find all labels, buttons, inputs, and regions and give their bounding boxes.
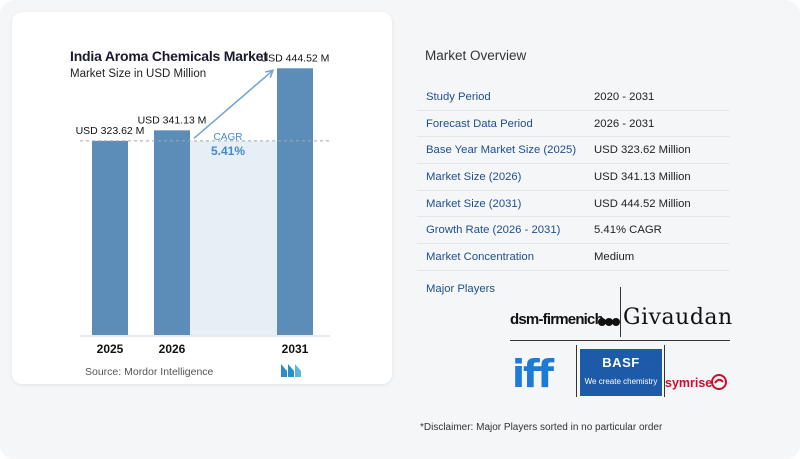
row-label: Growth Rate (2026 - 2031) <box>426 224 561 237</box>
disclaimer: *Disclaimer: Major Players sorted in no … <box>420 422 663 433</box>
bar <box>154 130 190 335</box>
logo-divider <box>620 287 621 337</box>
givaudan-logo: Givaudan <box>623 305 733 330</box>
cagr-value: 5.41% <box>211 144 245 158</box>
basf-logo: BASF We create chemistry <box>580 349 662 396</box>
row-value: USD 444.52 Million <box>594 197 691 210</box>
row-label: Study Period <box>426 90 491 103</box>
symrise-logo: symrise <box>665 376 713 390</box>
table-row: Market Size (2026) USD 341.13 Million <box>417 164 730 191</box>
table-row: Market Size (2031) USD 444.52 Million <box>417 191 730 218</box>
value-label: USD 444.52 M <box>261 52 330 64</box>
row-label: Base Year Market Size (2025) <box>426 144 577 157</box>
table-row: Study Period 2020 - 2031 <box>417 84 730 111</box>
row-value: 5.41% CAGR <box>594 224 662 237</box>
logo-divider <box>510 340 730 341</box>
cagr-arrow <box>193 69 274 139</box>
bar <box>277 68 313 336</box>
cagr-label: CAGR <box>214 132 243 143</box>
category-label: 2025 <box>97 342 124 356</box>
chart-title: India Aroma Chemicals Market <box>70 48 268 64</box>
table-row: Base Year Market Size (2025) USD 323.62 M… <box>417 137 730 165</box>
category-label: 2031 <box>282 342 309 356</box>
basf-tagline: We create chemistry <box>584 377 658 386</box>
dsm-firmenich-logo: dsm-firmenich <box>510 311 604 328</box>
table-row: Forecast Data Period 2026 - 2031 <box>417 111 730 138</box>
symrise-swirl-icon <box>711 374 727 390</box>
market-overview-title: Market Overview <box>425 48 527 63</box>
table-row: Market Concentration Medium <box>417 244 730 271</box>
major-players-title: Major Players <box>426 283 496 295</box>
row-value: USD 323.62 Million <box>594 144 691 157</box>
logo-divider <box>664 345 665 397</box>
row-label: Forecast Data Period <box>426 117 533 130</box>
mordor-intelligence-logo-icon <box>281 364 301 377</box>
bar <box>92 140 128 335</box>
iff-logo: iff <box>512 352 554 396</box>
value-label: USD 323.62 M <box>76 125 145 137</box>
value-label: USD 341.13 M <box>138 114 207 126</box>
row-label: Market Size (2026) <box>426 170 522 183</box>
forecast-band <box>190 140 277 335</box>
logo-divider <box>576 345 577 397</box>
row-label: Market Concentration <box>426 250 534 263</box>
row-value: 2020 - 2031 <box>594 90 655 103</box>
row-value: 2026 - 2031 <box>594 117 655 130</box>
row-value: USD 341.13 Million <box>594 170 691 183</box>
cagr-arrowhead <box>265 69 275 79</box>
table-row: Growth Rate (2026 - 2031) 5.41% CAGR <box>417 217 730 245</box>
basf-name: BASF <box>602 355 640 370</box>
source-note: Source: Mordor Intelligence <box>85 366 214 378</box>
dsm-firmenich-dots-icon <box>598 318 620 326</box>
category-label: 2026 <box>159 342 186 356</box>
overview-table: Study Period 2020 - 2031 Forecast Data Pe… <box>417 84 730 271</box>
row-label: Market Size (2031) <box>426 197 522 210</box>
chart-subtitle: Market Size in USD Million <box>70 68 207 80</box>
row-value: Medium <box>594 250 635 263</box>
